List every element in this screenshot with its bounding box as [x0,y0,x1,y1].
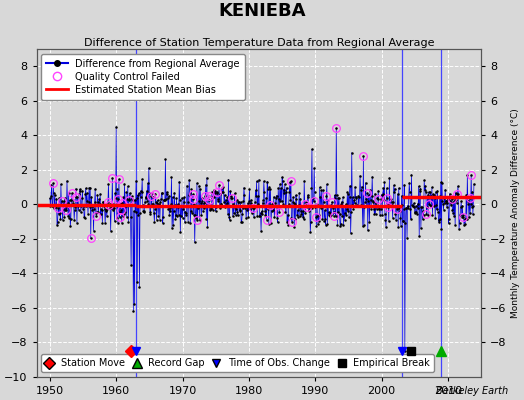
Y-axis label: Monthly Temperature Anomaly Difference (°C): Monthly Temperature Anomaly Difference (… [511,108,520,318]
Text: Berkeley Earth: Berkeley Earth [436,386,508,396]
Title: Difference of Station Temperature Data from Regional Average: Difference of Station Temperature Data f… [84,38,434,48]
Legend: Station Move, Record Gap, Time of Obs. Change, Empirical Break: Station Move, Record Gap, Time of Obs. C… [41,354,434,372]
Text: KENIEBA: KENIEBA [219,2,305,20]
